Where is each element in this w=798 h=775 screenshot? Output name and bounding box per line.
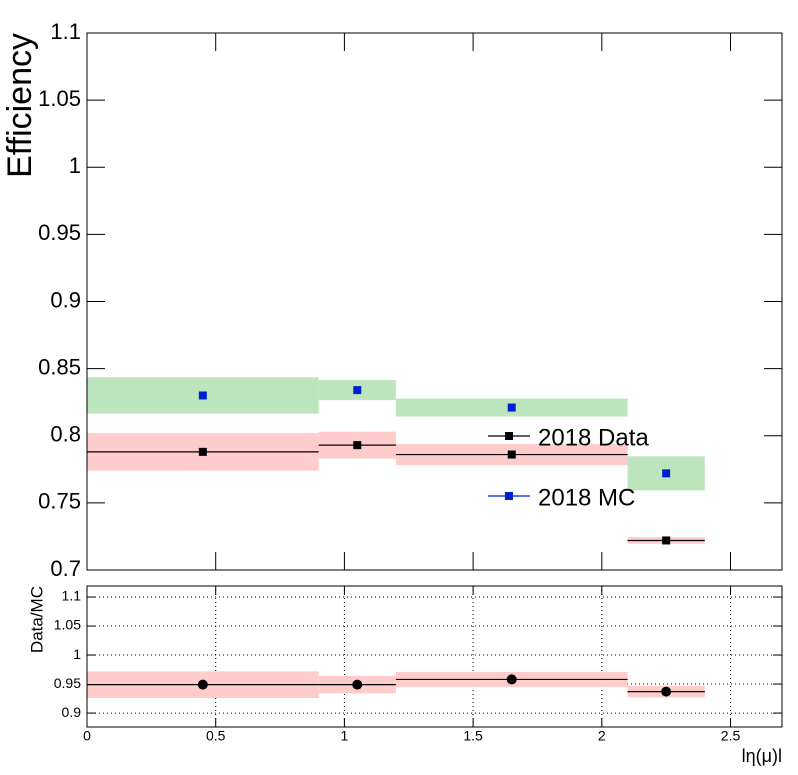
marker (662, 536, 671, 545)
y-tick-label: 1 (69, 153, 81, 178)
y-tick-label: 0.95 (38, 220, 81, 245)
marker (198, 447, 207, 456)
marker (661, 686, 672, 697)
y-axis-label: Efficiency (1, 33, 39, 178)
legend-label: 2018 Data (538, 424, 649, 451)
y-tick-label: 0.9 (50, 287, 81, 312)
x-axis-label: lη(μ)l (742, 746, 782, 766)
marker (197, 679, 208, 690)
y-tick-label: 1 (73, 646, 81, 662)
marker (352, 679, 363, 690)
marker (507, 450, 516, 459)
y-tick-label: 0.75 (38, 489, 81, 514)
y-tick-label: 0.85 (38, 354, 81, 379)
x-tick-label: 0 (83, 728, 91, 744)
y-axis-label: Data/MC (27, 586, 46, 653)
y-tick-label: 1.05 (54, 617, 81, 633)
marker (353, 386, 362, 395)
x-tick-label: 2 (598, 728, 606, 744)
plot-frame (86, 32, 783, 571)
marker (198, 391, 207, 400)
x-tick-label: 1.5 (463, 728, 483, 744)
x-tick-label: 0.5 (206, 728, 226, 744)
y-tick-label: 1.05 (38, 86, 81, 111)
y-tick-label: 0.8 (50, 422, 81, 447)
legend-marker (505, 432, 513, 440)
y-tick-label: 0.95 (54, 675, 81, 691)
plot-frame (86, 585, 783, 728)
y-tick-label: 0.7 (50, 556, 81, 581)
marker (507, 403, 516, 412)
x-tick-label: 1 (341, 728, 349, 744)
legend-marker (505, 492, 513, 500)
marker (353, 441, 362, 450)
y-tick-label: 0.9 (62, 704, 82, 720)
x-tick-label: 2.5 (721, 728, 741, 744)
legend-label: 2018 MC (538, 484, 635, 511)
marker (662, 469, 671, 478)
y-tick-label: 1.1 (62, 588, 82, 604)
marker (506, 674, 517, 685)
y-tick-label: 1.1 (50, 19, 81, 44)
